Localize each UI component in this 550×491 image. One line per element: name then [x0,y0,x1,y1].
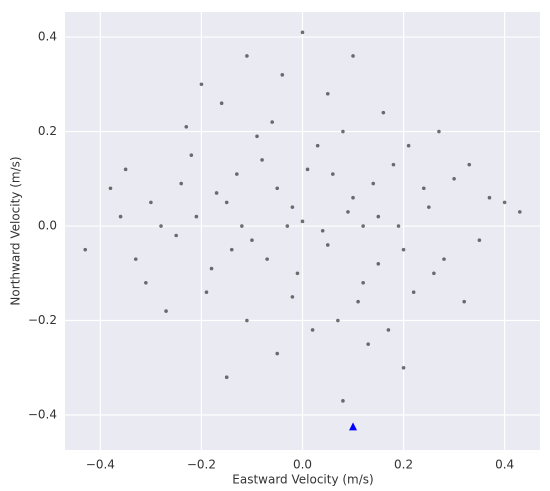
scatter-point [300,219,305,224]
scatter-point [204,290,209,294]
scatter-point [427,205,431,209]
scatter-point [174,233,178,238]
x-tick-label: 0.0 [293,458,312,472]
scatter-point [396,224,401,228]
scatter-point [452,176,456,181]
x-axis-label: Eastward Velocity (m/s) [232,473,373,487]
scatter-point [245,318,249,323]
scatter-point [437,129,441,134]
scatter-point [351,54,355,58]
scatter-point [442,257,446,261]
scatter-point [371,181,376,186]
scatter-point [235,172,239,176]
scatter-point [305,167,310,172]
scatter-point [250,238,254,243]
scatter-point [341,399,345,403]
scatter-point [376,262,381,266]
x-tick-label: −0.4 [86,458,115,472]
scatter-point [219,101,224,105]
scatter-point [421,186,426,191]
y-tick-label: 0.2 [38,124,57,138]
scatter-point [270,120,274,124]
scatter-point [194,214,199,219]
scatter-point [83,247,88,252]
scatter-point [144,280,148,285]
scatter-point [199,82,204,87]
scatter-point [224,200,229,205]
scatter-point [315,143,320,148]
scatter-point [391,162,396,167]
scatter-point [310,328,315,332]
scatter-point [260,158,264,162]
scatter-point [346,210,350,214]
y-tick-label: 0.4 [38,30,57,44]
scatter-point [179,181,184,186]
scatter-point [325,91,330,96]
scatter-point [376,214,381,219]
x-tick-label: 0.2 [394,458,413,472]
scatter-point [477,238,482,243]
scatter-point [320,228,325,233]
scatter-point [255,134,259,139]
scatter-point [351,195,355,200]
scatter-point [280,73,285,77]
scatter-point [285,224,290,228]
scatter-point [149,200,153,205]
y-tick-label: −0.2 [28,313,57,327]
x-tick-label: 0.4 [495,458,514,472]
scatter-point [341,129,345,134]
scatter-point [275,351,280,356]
scatter-point [517,210,522,214]
scatter-point [401,247,406,252]
scatter-point [406,143,411,148]
scatter-point [184,125,189,129]
scatter-point [361,224,365,228]
scatter-point [432,271,436,276]
scatter-point [240,224,244,228]
y-tick-label: −0.4 [28,408,57,422]
scatter-point [331,172,335,176]
scatter-point [108,186,113,191]
x-tick-label: −0.2 [187,458,216,472]
scatter-point [467,162,472,167]
scatter-point [245,54,249,58]
scatter-point [164,309,168,313]
scatter-point [300,30,305,35]
scatter-point [229,247,234,252]
triangle-marker [349,422,358,431]
scatter-point [118,214,123,219]
scatter-point [386,328,391,332]
scatter-point [401,365,406,370]
scatter-point [295,271,300,276]
scatter-point [462,299,467,304]
scatter-point [381,110,386,115]
y-axis-label: Northward Velocity (m/s) [9,156,23,305]
scatter-point [275,186,280,191]
y-tick-label: 0.0 [38,219,57,233]
scatter-point [159,224,163,228]
scatter-point [361,280,365,285]
scatter-point [336,318,340,323]
scatter-point [189,153,194,157]
scatter-point [214,191,219,195]
scatter-point [209,266,214,271]
scatter-point [411,290,416,294]
scatter-point [366,342,370,346]
scatter-point [356,299,360,304]
scatter-point [224,375,229,380]
scatter-point [502,200,507,205]
scatter-point [325,243,330,247]
scatter-point [290,205,295,209]
scatter-point [487,195,492,200]
scatter-point [123,167,128,172]
scatter-point [265,257,269,261]
scatter-point [133,257,138,261]
scatter-point [290,295,295,299]
